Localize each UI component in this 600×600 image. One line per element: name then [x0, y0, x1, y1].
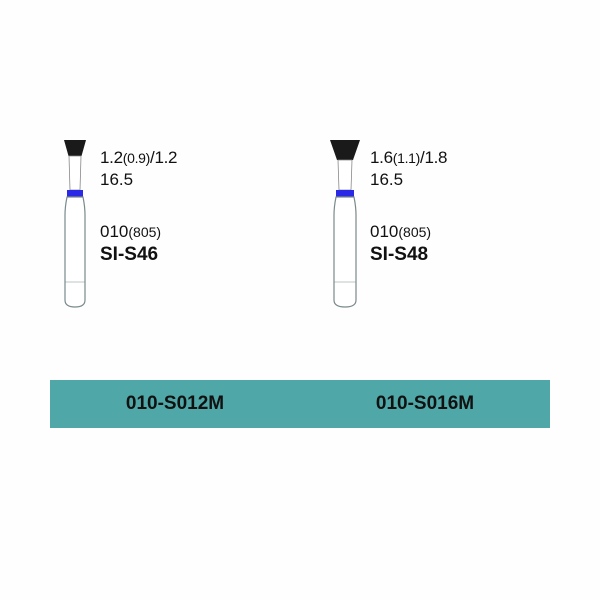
iso-code: 010 — [100, 222, 128, 241]
model-number: SI-S46 — [100, 244, 280, 266]
iso-sub: (805) — [398, 224, 431, 240]
head-len: /1.8 — [420, 148, 447, 167]
bur-icon — [57, 140, 93, 308]
sku-cell-0: 010-S012M — [50, 380, 300, 428]
product-1: 1.6(1.1)/1.8 16.5 010(805) SI-S48 — [320, 140, 550, 308]
iso-code: 010 — [370, 222, 398, 241]
sku-cell-1: 010-S016M — [300, 380, 550, 428]
bur-icon — [326, 140, 364, 308]
overall-length: 16.5 — [370, 170, 550, 190]
head-len: /1.2 — [150, 148, 177, 167]
diameter-neck: (0.9) — [123, 150, 150, 166]
iso-sub: (805) — [128, 224, 161, 240]
diameter-main: 1.2 — [100, 148, 123, 167]
product-info: 1.2(0.9)/1.2 16.5 010(805) SI-S46 — [100, 140, 280, 266]
product-0: 1.2(0.9)/1.2 16.5 010(805) SI-S46 — [50, 140, 280, 308]
iso-code-line: 010(805) — [370, 222, 550, 242]
overall-length: 16.5 — [100, 170, 280, 190]
diameter-main: 1.6 — [370, 148, 393, 167]
diameter-neck: (1.1) — [393, 150, 420, 166]
bur-illustration-col — [320, 140, 370, 308]
product-info: 1.6(1.1)/1.8 16.5 010(805) SI-S48 — [370, 140, 550, 266]
bur-illustration-col — [50, 140, 100, 308]
products-row: 1.2(0.9)/1.2 16.5 010(805) SI-S46 1.6(1.… — [0, 0, 600, 308]
sku-band: 010-S012M 010-S016M — [50, 380, 550, 428]
iso-code-line: 010(805) — [100, 222, 280, 242]
dimension-line: 1.2(0.9)/1.2 — [100, 148, 280, 168]
model-number: SI-S48 — [370, 244, 550, 266]
dimension-line: 1.6(1.1)/1.8 — [370, 148, 550, 168]
